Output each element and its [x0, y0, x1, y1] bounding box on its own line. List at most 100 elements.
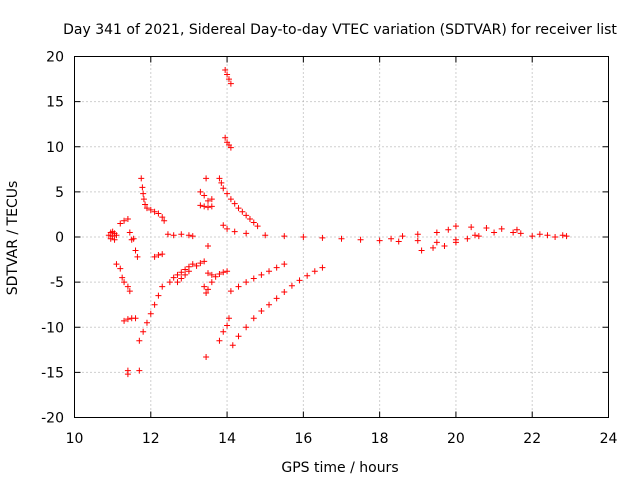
data-point [205, 270, 211, 277]
data-point [136, 367, 143, 374]
x-tick-label: 20 [447, 431, 465, 447]
y-tick-label: -20 [41, 411, 64, 427]
series-upper-arc-B [138, 175, 168, 224]
data-point [147, 310, 154, 317]
x-tick-label: 10 [66, 431, 84, 447]
data-point [563, 233, 570, 240]
data-point [208, 271, 215, 278]
data-point [222, 67, 229, 74]
data-point [224, 225, 231, 232]
data-point [225, 76, 232, 83]
x-tick-labels: 10 12 14 16 18 20 22 24 [66, 431, 618, 447]
data-point [250, 275, 257, 282]
data-point [468, 224, 475, 231]
data-point [203, 175, 210, 182]
data-point [142, 201, 149, 208]
data-point [399, 233, 406, 240]
data-point [235, 333, 242, 340]
data-point [174, 279, 181, 286]
data-point [376, 237, 383, 244]
data-point [119, 274, 126, 281]
series-track-0-main [220, 222, 524, 246]
series-arc-12h-0 [164, 231, 196, 240]
series-lower-arc-B [121, 315, 139, 324]
data-point [140, 196, 147, 203]
data-point [159, 214, 166, 221]
data-point [113, 261, 120, 268]
series-arc-14h-pos [216, 175, 261, 230]
data-point [138, 175, 145, 182]
data-point [208, 196, 215, 203]
data-point [189, 233, 196, 240]
data-point [273, 295, 280, 302]
y-tick-label: 15 [46, 95, 64, 111]
data-point [216, 175, 223, 182]
data-point [559, 232, 566, 239]
data-point [225, 315, 232, 322]
data-point [414, 237, 421, 244]
data-point [338, 235, 345, 242]
data-point [155, 252, 162, 259]
series-arc-14h-neg-b [216, 315, 232, 344]
data-point [452, 223, 459, 230]
data-point [243, 279, 250, 286]
data-point [121, 217, 128, 224]
data-point [151, 208, 158, 215]
data-point [243, 212, 250, 219]
data-point [136, 337, 143, 344]
data-point [189, 261, 196, 268]
chart-title: Day 341 of 2021, Sidereal Day-to-day VTE… [63, 22, 617, 38]
data-point [250, 219, 257, 226]
data-point [472, 232, 478, 239]
data-point [193, 262, 200, 269]
data-point [254, 223, 261, 230]
data-point [124, 215, 131, 222]
data-point [250, 315, 257, 322]
data-point [433, 239, 440, 246]
series-arc-14h-neg-a [205, 268, 231, 293]
data-point [445, 226, 452, 233]
data-point [107, 235, 114, 242]
data-point [205, 243, 211, 250]
data-point [205, 197, 211, 204]
data-point [132, 315, 139, 322]
data-point [170, 232, 177, 239]
data-point [243, 230, 250, 237]
data-point [475, 233, 482, 240]
data-point [311, 268, 318, 275]
data-point [216, 271, 223, 278]
y-tick-label: 10 [46, 140, 64, 156]
x-tick-label: 12 [142, 431, 160, 447]
data-point [124, 316, 131, 323]
series-mid-arc-12h [151, 251, 166, 260]
data-point [182, 266, 189, 273]
data-point [151, 253, 158, 260]
data-point [201, 283, 208, 290]
y-tick-label: 5 [55, 185, 64, 201]
data-point [117, 265, 124, 272]
data-point [147, 206, 154, 213]
data-point [201, 192, 208, 199]
data-point [483, 224, 490, 231]
data-point [203, 289, 210, 296]
data-point [139, 184, 146, 191]
series-outliers-11h [124, 235, 143, 378]
x-tick-label: 18 [371, 431, 389, 447]
data-point [258, 271, 265, 278]
data-point [243, 324, 250, 331]
series-lower-arc-A [113, 261, 133, 295]
data-point [185, 268, 192, 275]
data-point [220, 269, 227, 276]
data-point [126, 229, 133, 236]
data-point [218, 179, 225, 186]
y-tick-labels: -20 -15 -10 -5 0 5 10 15 20 [41, 50, 64, 427]
data-point [273, 264, 280, 271]
data-point [414, 231, 421, 238]
data-point [262, 232, 269, 239]
data-point [121, 317, 128, 324]
series-track-22h [529, 231, 570, 240]
data-point [197, 188, 204, 195]
data-point [224, 190, 231, 197]
data-point [164, 231, 171, 238]
